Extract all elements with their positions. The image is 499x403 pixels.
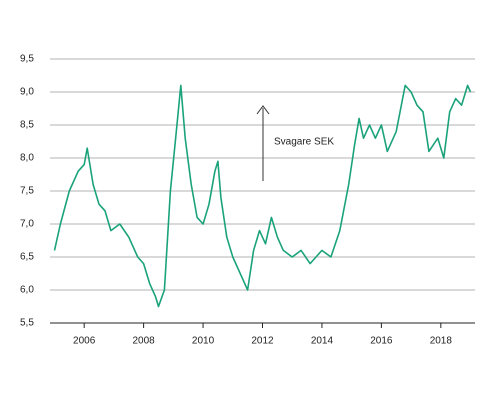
x-tick-label: 2006 [73, 336, 96, 347]
x-tick-label: 2018 [430, 336, 453, 347]
y-tick-label: 8,0 [20, 153, 34, 164]
y-tick-label: 5,5 [20, 318, 34, 329]
y-tick-label: 6,0 [20, 285, 34, 296]
x-tick-label: 2014 [311, 336, 334, 347]
x-tick-label: 2010 [192, 336, 215, 347]
x-tick-label: 2008 [132, 336, 155, 347]
y-tick-label: 9,5 [20, 54, 34, 65]
y-tick-label: 9,0 [20, 87, 34, 98]
line [53, 84, 472, 308]
y-tick-label: 8,5 [20, 120, 34, 131]
annotation: Svagare SEK [274, 137, 334, 148]
y-tick-label: 6,5 [20, 252, 34, 263]
y-tick-label: 7,5 [20, 186, 34, 197]
annotation-arrowhead [256, 105, 270, 115]
y-tick-label: 7,0 [20, 219, 34, 230]
x-tick-label: 2016 [370, 336, 393, 347]
x-tick-label: 2012 [251, 336, 274, 347]
